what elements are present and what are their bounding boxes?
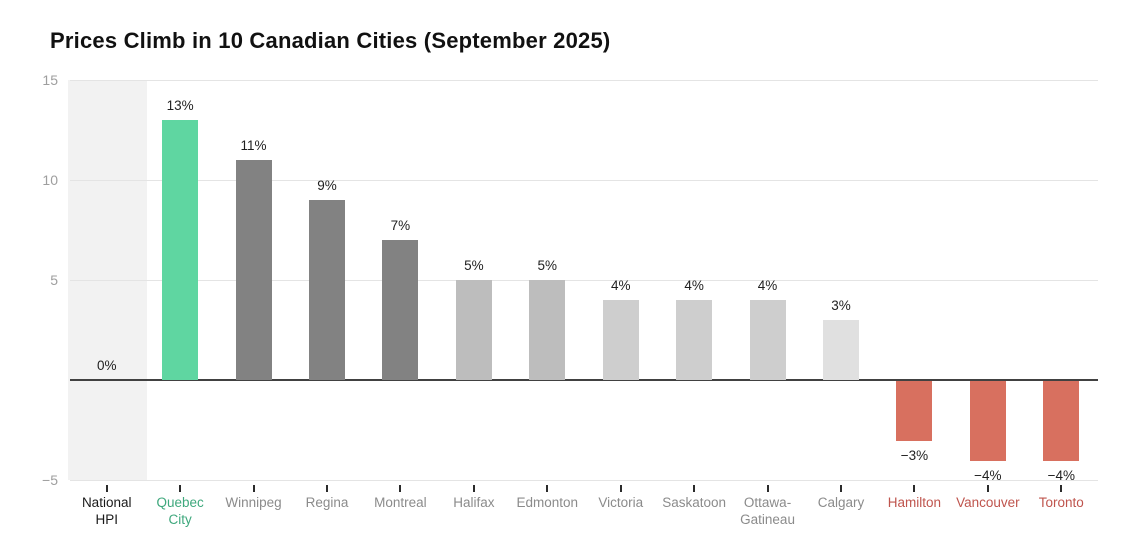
gridline xyxy=(70,479,1098,481)
bar-value-label: 5% xyxy=(537,258,558,273)
category-label: Regina xyxy=(305,495,349,510)
bar xyxy=(529,280,566,380)
bar-value-label: 4% xyxy=(610,278,631,293)
bar xyxy=(455,280,492,380)
bar-value-label: 0% xyxy=(96,358,117,373)
bar-value-label: 13% xyxy=(166,98,194,113)
bar xyxy=(162,120,199,380)
x-tick xyxy=(179,485,182,492)
category-label: Montreal xyxy=(374,495,427,510)
category-label: Hamilton xyxy=(887,495,942,510)
bar xyxy=(602,300,639,380)
bar xyxy=(382,240,419,380)
bar-value-label: 4% xyxy=(684,278,704,293)
x-tick xyxy=(913,485,916,492)
bar-value-label: 11% xyxy=(240,138,267,153)
category-label: National HPI xyxy=(81,495,132,527)
bar-value-label: −4% xyxy=(974,468,1002,483)
bar-value-label: −3% xyxy=(900,448,929,463)
category-label: Vancouver xyxy=(956,495,1020,510)
gridline xyxy=(70,179,1098,181)
bar-value-label: 7% xyxy=(390,218,411,233)
bar xyxy=(896,381,933,441)
bar xyxy=(969,381,1006,461)
x-tick xyxy=(252,485,255,492)
y-tick-label: 10 xyxy=(42,172,58,188)
y-tick-label: 15 xyxy=(42,72,58,88)
category-label: Calgary xyxy=(817,495,865,510)
plot-area: 15 10 5 −5 0% National HPI 13% Quebec City 11% Wi… xyxy=(42,72,1098,527)
gridline xyxy=(70,79,1098,81)
bar-value-label: 3% xyxy=(831,298,851,313)
x-tick xyxy=(472,485,475,492)
category-label: Toronto xyxy=(1038,495,1084,510)
x-tick xyxy=(326,485,328,492)
x-tick xyxy=(546,485,549,492)
x-tick xyxy=(986,485,989,492)
x-tick xyxy=(1060,485,1063,492)
category-label: Saskatoon xyxy=(662,495,727,510)
bar xyxy=(1043,381,1080,461)
y-tick-label: −5 xyxy=(42,472,58,488)
zero-axis-line xyxy=(70,379,1098,381)
bar xyxy=(235,160,272,380)
bar xyxy=(676,300,713,380)
bar-value-label: 9% xyxy=(317,178,337,193)
category-label: Ottawa- Gatineau xyxy=(740,495,795,527)
category-label: Victoria xyxy=(598,495,644,510)
bar-value-label: 4% xyxy=(757,278,778,293)
category-label: Winnipeg xyxy=(225,495,282,510)
y-tick-label: 5 xyxy=(50,272,58,288)
chart-title: Prices Climb in 10 Canadian Cities (Sept… xyxy=(50,28,611,53)
bar xyxy=(309,200,345,380)
x-tick xyxy=(105,485,108,492)
category-label: Edmonton xyxy=(516,495,579,510)
x-tick xyxy=(693,485,696,492)
bar xyxy=(823,320,859,380)
x-tick xyxy=(399,485,402,492)
bar-value-label: −4% xyxy=(1047,468,1075,483)
category-label: Quebec City xyxy=(156,495,204,527)
x-tick xyxy=(840,485,842,492)
bar xyxy=(749,300,786,380)
x-tick xyxy=(766,485,769,492)
bar-value-label: 5% xyxy=(464,258,484,273)
gridline xyxy=(70,279,1098,281)
x-tick xyxy=(619,485,622,492)
category-label: Halifax xyxy=(453,495,495,510)
